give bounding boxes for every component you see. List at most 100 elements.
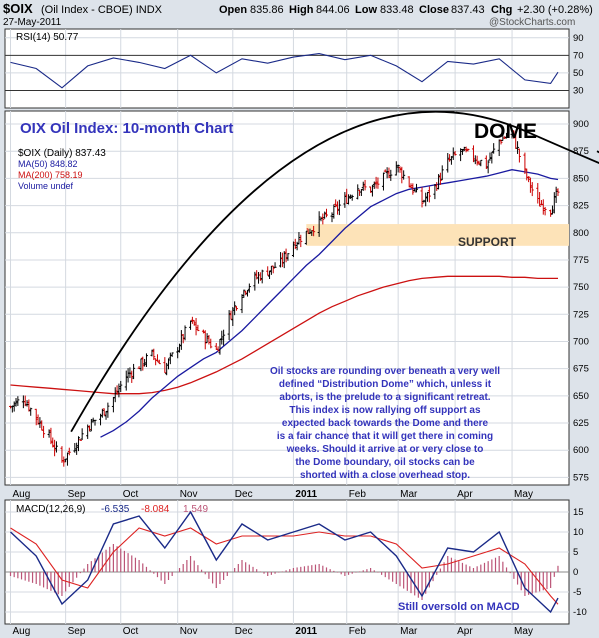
price-legend: $OIX (Daily) 837.43 MA(50) 848.82 MA(200…: [18, 148, 106, 191]
x-tick-label: Sep: [68, 489, 86, 500]
symbol-name: (Oil Index - CBOE) INDX: [41, 4, 163, 16]
y-tick-labels: 5756006256506757007257507758008258508759…: [573, 33, 589, 618]
annotation-line: shorted with a close overhead stop.: [300, 470, 470, 481]
close-label: Close: [419, 4, 449, 16]
x-tick-label: Oct: [123, 626, 139, 637]
price-tick-label: 575: [573, 472, 589, 483]
ohlc-readout: Open 835.86 High 844.06 Low 833.48 Close…: [219, 4, 593, 16]
x-tick-label: Nov: [180, 626, 198, 637]
low-label: Low: [355, 4, 377, 16]
ma50-layer: [100, 169, 559, 438]
legend-ma50: MA(50) 848.82: [18, 159, 78, 169]
annotation-line: This index is now rallying off support a…: [289, 405, 481, 416]
rsi-tick-label: 70: [573, 50, 584, 61]
open-label: Open: [219, 4, 247, 16]
x-tick-label: Feb: [349, 489, 367, 500]
price-tick-label: 825: [573, 201, 589, 212]
macd-tick-label: 10: [573, 527, 584, 538]
high-value: 844.06: [316, 4, 350, 16]
price-tick-label: 650: [573, 391, 589, 402]
rsi-line: [10, 53, 559, 89]
x-tick-label: May: [514, 626, 533, 637]
price-tick-label: 725: [573, 309, 589, 320]
macd-label: MACD(12,26,9): [16, 504, 85, 515]
x-tick-label: 2011: [295, 626, 317, 637]
signal-value: -8.084: [141, 504, 170, 515]
chg-value: +2.30 (+0.28%): [517, 4, 593, 16]
x-tick-label: Dec: [235, 626, 253, 637]
x-tick-labels: Aug Aug Sep Sep Oct Oct Nov Nov Dec Dec 2011 2011 Fe…: [13, 489, 533, 637]
x-tick-label: Sep: [68, 626, 86, 637]
macd-layer: [9, 510, 559, 614]
macd-value: -6.535: [101, 504, 130, 515]
support-label: SUPPORT: [458, 235, 517, 249]
x-tick-label: Aug: [13, 626, 31, 637]
macd-line: [10, 510, 559, 614]
annotation-line: is a fair chance that it will get there …: [277, 431, 493, 442]
annotation-line: weeks. Should it arrive at or very close…: [286, 444, 484, 455]
dome-label: DOME: [474, 120, 537, 143]
legend-ma200: MA(200) 758.19: [18, 170, 83, 180]
macd-tick-label: 5: [573, 547, 578, 558]
price-tick-label: 775: [573, 255, 589, 266]
x-tick-label: Mar: [400, 489, 418, 500]
price-tick-label: 850: [573, 173, 589, 184]
close-value: 837.43: [451, 4, 485, 16]
x-tick-label: Dec: [235, 489, 253, 500]
ma50-line: [100, 169, 559, 438]
price-tick-label: 875: [573, 146, 589, 157]
price-tick-label: 750: [573, 282, 589, 293]
x-tick-label: Oct: [123, 489, 139, 500]
chart-date: 27-May-2011: [3, 17, 62, 28]
price-tick-label: 625: [573, 418, 589, 429]
x-tick-label: Feb: [349, 626, 367, 637]
price-tick-label: 900: [573, 119, 589, 130]
annotation-block: Oil stocks are rounding over beneath a v…: [270, 366, 500, 481]
annotation-line: expected back towards the Dome and there: [282, 418, 489, 429]
x-tick-label: Aug: [13, 489, 31, 500]
annotation-line: aborts, is the prelude to a significant …: [279, 392, 490, 403]
price-bars: [9, 130, 560, 467]
price-tick-label: 675: [573, 364, 589, 375]
support-rect: [306, 224, 569, 246]
chg-label: Chg: [491, 4, 512, 16]
annotation-line: defined “Distribution Dome” which, unles…: [279, 379, 492, 390]
macd-annotation: Still oversold on MACD: [398, 601, 520, 613]
rsi-tick-label: 30: [573, 85, 584, 96]
rsi-tick-label: 50: [573, 68, 584, 79]
legend-volume: Volume undef: [18, 181, 74, 191]
open-value: 835.86: [250, 4, 284, 16]
macd-tick-label: -5: [573, 587, 581, 598]
dome-layer: [70, 110, 599, 433]
chart-title: OIX Oil Index: 10-month Chart: [20, 120, 233, 137]
x-tick-label: Mar: [400, 626, 418, 637]
support-zone: [306, 224, 569, 246]
rsi-panel: [4, 28, 570, 109]
ma200-layer: [10, 275, 558, 395]
x-tick-label: Apr: [457, 489, 473, 500]
rsi-tick-label: 90: [573, 33, 584, 44]
high-label: High: [289, 4, 314, 16]
ma200-line: [10, 275, 558, 395]
macd-tick-label: -10: [573, 607, 587, 618]
dome-arc: [70, 110, 599, 433]
macd-tick-label: 15: [573, 507, 584, 518]
annotation-line: Oil stocks are rounding over beneath a v…: [270, 366, 500, 377]
macd-tick-label: 0: [573, 567, 578, 578]
x-tick-label: May: [514, 489, 533, 500]
x-tick-label: 2011: [295, 489, 317, 500]
macd-legend: MACD(12,26,9) -6.535 -8.084 1.549: [16, 504, 208, 515]
symbol: $OIX: [3, 1, 33, 16]
price-tick-label: 600: [573, 445, 589, 456]
price-tick-label: 800: [573, 228, 589, 239]
low-value: 833.48: [380, 4, 414, 16]
legend-price: $OIX (Daily) 837.43: [18, 148, 106, 159]
rsi-label: RSI(14) 50.77: [16, 32, 79, 43]
macd-signal-line: [10, 527, 559, 605]
x-tick-label: Apr: [457, 626, 473, 637]
watermark: @StockCharts.com: [489, 17, 575, 28]
annotation-line: the Dome boundary, oil stocks can be: [295, 457, 475, 468]
rsi-layer: [10, 53, 559, 89]
